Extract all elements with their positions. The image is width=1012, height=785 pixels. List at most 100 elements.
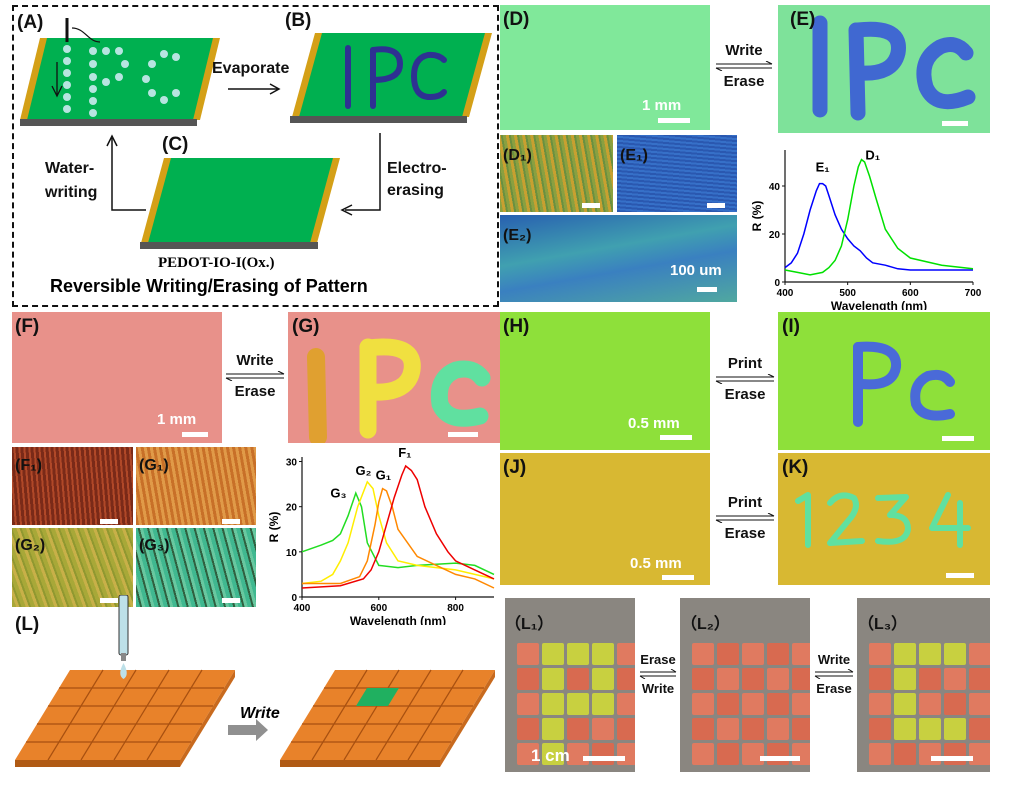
write-erase-arrows-de: Write Erase (712, 42, 776, 90)
panel-label-f: (F) (15, 316, 40, 337)
tile (742, 643, 764, 665)
tile-written (944, 718, 966, 740)
print-erase-arrows-jk: Print Erase (712, 494, 778, 542)
water-writing-label-1: Water- (45, 160, 95, 177)
arrow-bottom-label: Write (641, 681, 675, 696)
tile (792, 718, 810, 740)
tile (617, 743, 635, 765)
pixel-board-drawing (15, 595, 495, 767)
arrow-bottom-label: Erase (724, 525, 766, 542)
tile (919, 693, 941, 715)
tile (692, 693, 714, 715)
arrow-bottom-label: Erase (723, 73, 765, 90)
arrow-bottom-label: Erase (816, 681, 852, 696)
tile (742, 668, 764, 690)
tile-written (919, 718, 941, 740)
y-tick-label: 10 (286, 548, 298, 559)
panel-label-d1: (D₁) (503, 147, 532, 164)
board-before (15, 595, 235, 767)
tile-written (542, 693, 564, 715)
series-line-1 (784, 158, 974, 276)
y-tick-label: 40 (769, 182, 781, 193)
print-erase-arrows-hi: Print Erase (712, 355, 778, 403)
tile (869, 693, 891, 715)
y-tick-label: 20 (769, 230, 781, 241)
arrow-top-label: Write (817, 652, 851, 667)
tile-grid (692, 643, 810, 765)
electro-erasing-label-1: Electro- (387, 160, 447, 177)
tile (517, 643, 539, 665)
photo-d: 1 mm (500, 5, 710, 130)
panel-label-g2: (G₂) (15, 537, 46, 554)
water-droplets (63, 45, 180, 117)
panel-label-e: (E) (790, 9, 816, 30)
tile (869, 718, 891, 740)
photo-j: 0.5 mm (500, 453, 710, 585)
tile (717, 743, 739, 765)
board-after (280, 669, 495, 767)
water-writing-label-2: writing (45, 184, 98, 201)
series-line-2 (302, 487, 495, 589)
tile-written (542, 718, 564, 740)
tile (717, 643, 739, 665)
photo-l1: 1 cm (505, 598, 635, 772)
scale-label: 1 cm (531, 746, 570, 765)
micrograph-e2: 100 um (500, 215, 737, 302)
panel-label-l: (L) (15, 614, 40, 635)
tile (617, 718, 635, 740)
micrograph-e1 (617, 135, 737, 212)
y-axis-label: R (%) (267, 512, 281, 543)
tile (517, 693, 539, 715)
tile-written (944, 643, 966, 665)
tile (792, 668, 810, 690)
photo-l2 (680, 598, 810, 772)
x-axis-label: Wavelength (nm) (831, 299, 927, 310)
series-label: G₁ (376, 468, 392, 483)
substrate-a (20, 18, 220, 126)
tile (617, 668, 635, 690)
tile-written (894, 668, 916, 690)
tile (717, 668, 739, 690)
tile (944, 743, 966, 765)
scale-label: 100 um (670, 262, 722, 279)
tile (869, 668, 891, 690)
panel-label-l3: （L₃） (858, 616, 908, 633)
tile (567, 718, 589, 740)
substrate-c (140, 158, 340, 249)
y-tick-label: 0 (291, 593, 297, 604)
tile (517, 718, 539, 740)
series-label: E₁ (816, 160, 830, 175)
tile (969, 718, 990, 740)
tile (869, 743, 891, 765)
panel-label-g1: (G₁) (139, 457, 169, 474)
reflectance-chart-de: 400 500 600 700 0 20 40 Wavelength (nm) R (%) E₁ D… (750, 148, 982, 310)
tile (767, 643, 789, 665)
panel-label-l1: （L₁） (505, 616, 554, 633)
series-label: D₁ (865, 148, 880, 163)
panel-label-i: (I) (782, 316, 800, 337)
tile (792, 743, 810, 765)
arrow-right-icon (228, 719, 268, 741)
tile (742, 718, 764, 740)
tile-grid (869, 643, 990, 765)
material-label: PEDOT-IO-I(Ox.) (158, 255, 275, 271)
tile (969, 743, 990, 765)
scale-label: 1 mm (157, 411, 197, 428)
photo-l3 (857, 598, 990, 772)
arrow-top-label: Write (725, 42, 763, 59)
tile-written (542, 668, 564, 690)
tile-written (542, 743, 564, 765)
tile (567, 743, 589, 765)
tile (919, 668, 941, 690)
scale-label: 0.5 mm (630, 555, 682, 572)
tile (692, 743, 714, 765)
panel-label-c: (C) (162, 134, 189, 155)
series-line-1 (301, 480, 495, 585)
tile (869, 643, 891, 665)
scale-label: 0.5 mm (628, 415, 680, 432)
x-tick-label: 400 (294, 603, 311, 614)
panel-label-e1: (E₁) (620, 147, 648, 164)
tile (944, 693, 966, 715)
write-label: Write (240, 705, 280, 722)
